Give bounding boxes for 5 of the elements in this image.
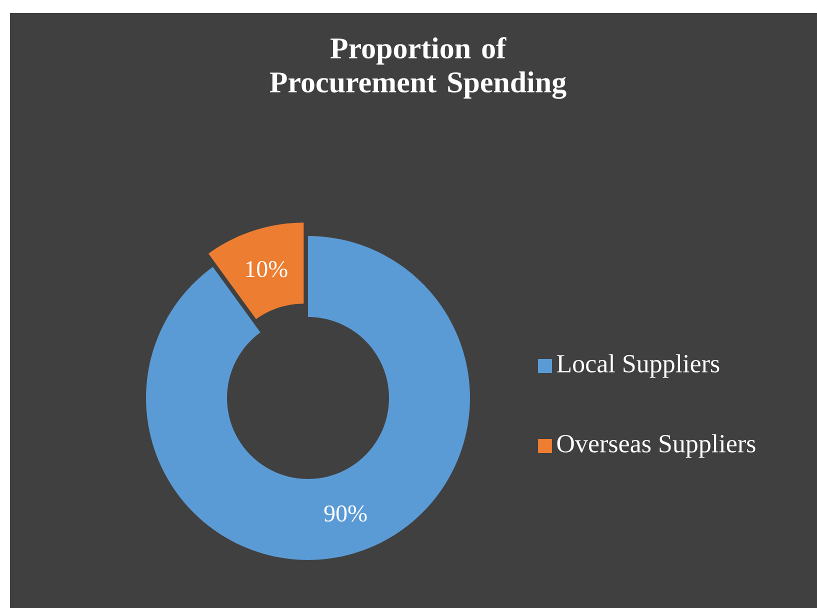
data-label: 10%	[246, 260, 288, 278]
legend-label: Local Suppliers	[556, 354, 720, 378]
chart-title: Proportion of Procurement Spending	[270, 37, 566, 99]
legend-label: Overseas Suppliers	[557, 434, 756, 458]
data-label: 90%	[324, 505, 367, 522]
